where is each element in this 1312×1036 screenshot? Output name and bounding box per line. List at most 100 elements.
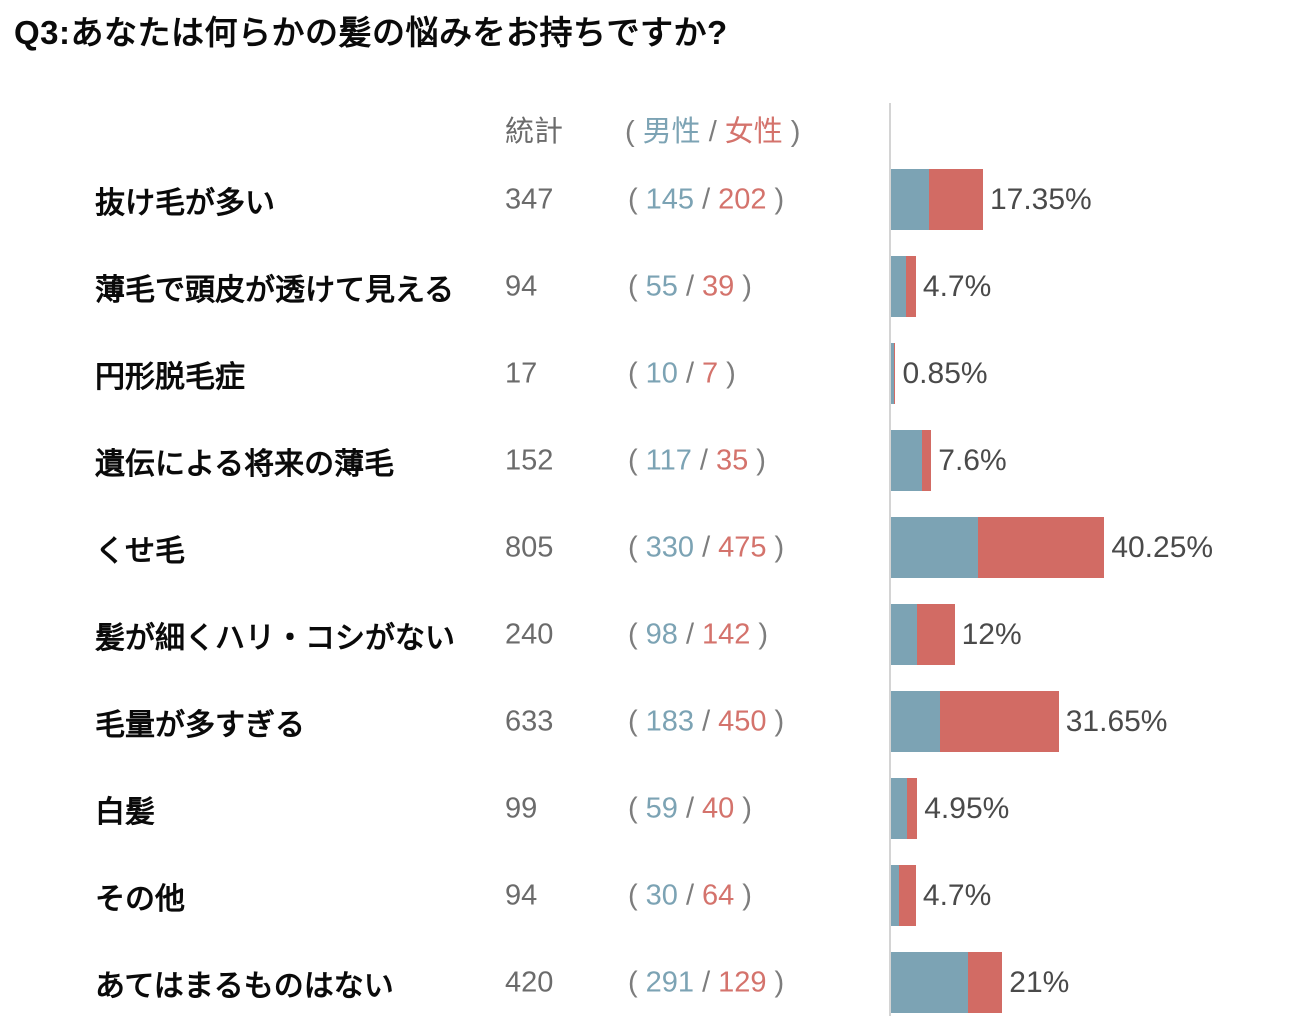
total-value: 805 (505, 531, 554, 563)
total-column-header: 統計 (505, 116, 564, 148)
paren-open: ( (625, 116, 635, 148)
paren-close: ) (774, 183, 785, 215)
gender-column-header: (男性 / 女性) (625, 108, 800, 150)
category-label: 髪が細くハリ・コシがない (95, 621, 455, 655)
male-value: 30 (645, 879, 678, 911)
male-bar-segment (891, 952, 969, 1013)
category-label: くせ毛 (95, 534, 185, 568)
column-header-row: 統計 (男性 / 女性) (0, 108, 1312, 152)
chart-row: 遺伝による将来の薄毛 152 (117/35) 7.6% (0, 417, 1312, 504)
category-label: 薄毛で頭皮が透けて見える (95, 273, 455, 307)
total-value: 240 (505, 618, 554, 650)
paren-close: ) (726, 357, 736, 389)
paren-close: ) (742, 879, 752, 911)
split-slash: / (702, 705, 711, 737)
male-value: 291 (645, 966, 695, 998)
gender-split: (330/475) (628, 531, 784, 564)
chart-row: 薄毛で頭皮が透けて見える 94 (55/39) 4.7% (0, 243, 1312, 330)
split-slash: / (685, 879, 694, 911)
paren-open: ( (628, 270, 638, 302)
male-bar-segment (891, 865, 899, 926)
female-bar-segment (906, 778, 918, 839)
paren-close: ) (742, 792, 752, 824)
gender-split: (183/450) (628, 705, 784, 738)
gender-split: (291/129) (628, 966, 784, 999)
male-value: 117 (645, 444, 692, 476)
chart-row: くせ毛 805 (330/475) 40.25% (0, 504, 1312, 591)
split-slash: / (685, 357, 694, 389)
chart-row: 白髪 99 (59/40) 4.95% (0, 765, 1312, 852)
male-bar-segment (891, 691, 940, 752)
female-bar-segment (899, 865, 916, 926)
paren-open: ( (628, 879, 638, 911)
chart-row: 毛量が多すぎる 633 (183/450) 31.65% (0, 678, 1312, 765)
total-value: 99 (505, 792, 538, 824)
stacked-bar (891, 169, 983, 230)
stacked-bar (891, 604, 955, 665)
gender-separator: / (708, 116, 717, 148)
total-value: 420 (505, 966, 554, 998)
chart-row: その他 94 (30/64) 4.7% (0, 852, 1312, 939)
chart-row: 抜け毛が多い 347 (145/202) 17.35% (0, 156, 1312, 243)
percent-label: 40.25% (1111, 530, 1214, 564)
category-label: 抜け毛が多い (95, 186, 275, 220)
split-slash: / (685, 792, 694, 824)
gender-split: (59/40) (628, 792, 752, 825)
category-label: 毛量が多すぎる (95, 708, 305, 742)
percent-label: 4.95% (924, 791, 1010, 825)
chart-title: Q3:あなたは何らかの髪の悩みをお持ちですか? (14, 14, 728, 51)
split-slash: / (702, 183, 711, 215)
male-bar-segment (891, 256, 906, 317)
male-bar-segment (891, 517, 979, 578)
gender-split: (10/7) (628, 357, 736, 390)
paren-open: ( (628, 531, 638, 563)
gender-split: (98/142) (628, 618, 768, 651)
total-value: 17 (505, 357, 538, 389)
female-bar-segment (905, 256, 916, 317)
female-bar-segment (968, 952, 1003, 1013)
paren-open: ( (628, 705, 638, 737)
paren-open: ( (628, 183, 638, 215)
female-value: 450 (718, 705, 767, 737)
paren-close: ) (756, 444, 766, 476)
paren-close: ) (774, 705, 785, 737)
chart-row: 髪が細くハリ・コシがない 240 (98/142) 12% (0, 591, 1312, 678)
male-bar-segment (891, 343, 894, 404)
female-value: 7 (702, 357, 719, 389)
chart-baseline-axis (889, 103, 891, 1016)
female-value: 35 (715, 444, 749, 476)
male-value: 183 (645, 705, 695, 737)
split-slash: / (685, 270, 694, 302)
male-bar-segment (891, 169, 930, 230)
female-bar-segment (893, 343, 896, 404)
category-label: 白髪 (95, 795, 155, 829)
stacked-bar (891, 865, 916, 926)
total-value: 94 (505, 879, 538, 911)
male-value: 55 (645, 270, 678, 302)
total-value: 347 (505, 183, 554, 215)
stacked-bar (891, 343, 896, 404)
female-legend-label: 女性 (724, 116, 783, 148)
gender-split: (55/39) (628, 270, 752, 303)
total-value: 633 (505, 705, 554, 737)
stacked-bar (891, 430, 932, 491)
paren-open: ( (628, 792, 638, 824)
split-slash: / (685, 618, 694, 650)
female-value: 64 (702, 879, 735, 911)
split-slash: / (702, 531, 711, 563)
total-value: 152 (505, 444, 554, 476)
female-value: 475 (718, 531, 767, 563)
category-label: その他 (95, 882, 185, 916)
paren-open: ( (628, 357, 638, 389)
percent-label: 17.35% (989, 182, 1092, 216)
female-bar-segment (939, 691, 1059, 752)
female-value: 39 (702, 270, 735, 302)
stacked-bar (891, 691, 1059, 752)
chart-row: 円形脱毛症 17 (10/7) 0.85% (0, 330, 1312, 417)
male-legend-label: 男性 (642, 116, 701, 148)
male-bar-segment (891, 604, 917, 665)
male-bar-segment (891, 778, 907, 839)
paren-close: ) (758, 618, 769, 650)
paren-close: ) (774, 966, 785, 998)
